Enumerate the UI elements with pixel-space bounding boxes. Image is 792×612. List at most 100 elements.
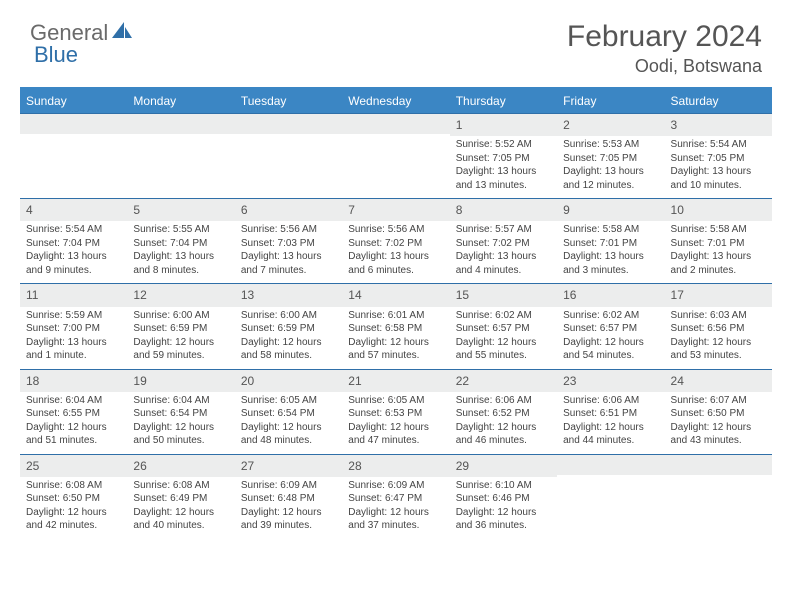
day-of-week-header: Friday (557, 88, 664, 113)
calendar-day-cell: 2Sunrise: 5:53 AMSunset: 7:05 PMDaylight… (557, 113, 664, 198)
calendar-day-cell: 8Sunrise: 5:57 AMSunset: 7:02 PMDaylight… (450, 198, 557, 283)
calendar-day-cell: 26Sunrise: 6:08 AMSunset: 6:49 PMDayligh… (127, 454, 234, 539)
empty-day-content (235, 134, 342, 192)
sunrise-line: Sunrise: 6:04 AM (26, 394, 121, 408)
sunrise-line: Sunrise: 6:05 AM (241, 394, 336, 408)
day-number: 2 (557, 113, 664, 136)
day-number: 5 (127, 198, 234, 221)
daylight-line: Daylight: 12 hours and 46 minutes. (456, 421, 551, 448)
empty-day-content (20, 134, 127, 192)
daylight-line: Daylight: 12 hours and 36 minutes. (456, 506, 551, 533)
calendar-day-cell: 23Sunrise: 6:06 AMSunset: 6:51 PMDayligh… (557, 369, 664, 454)
day-number: 29 (450, 454, 557, 477)
day-of-week-header: Saturday (665, 88, 772, 113)
sunset-line: Sunset: 7:01 PM (563, 237, 658, 251)
calendar-day-cell: 29Sunrise: 6:10 AMSunset: 6:46 PMDayligh… (450, 454, 557, 539)
day-content: Sunrise: 5:58 AMSunset: 7:01 PMDaylight:… (557, 221, 664, 283)
day-number: 7 (342, 198, 449, 221)
calendar-day-cell: 5Sunrise: 5:55 AMSunset: 7:04 PMDaylight… (127, 198, 234, 283)
day-content: Sunrise: 6:10 AMSunset: 6:46 PMDaylight:… (450, 477, 557, 539)
daylight-line: Daylight: 12 hours and 47 minutes. (348, 421, 443, 448)
sunset-line: Sunset: 6:58 PM (348, 322, 443, 336)
sunset-line: Sunset: 6:55 PM (26, 407, 121, 421)
calendar-empty-cell (557, 454, 664, 539)
brand-part2: Blue (34, 42, 78, 67)
calendar-day-cell: 10Sunrise: 5:58 AMSunset: 7:01 PMDayligh… (665, 198, 772, 283)
calendar-week-row: 1Sunrise: 5:52 AMSunset: 7:05 PMDaylight… (20, 113, 772, 198)
sunrise-line: Sunrise: 6:00 AM (133, 309, 228, 323)
month-title: February 2024 (567, 20, 762, 54)
day-content: Sunrise: 5:54 AMSunset: 7:04 PMDaylight:… (20, 221, 127, 283)
calendar-day-cell: 3Sunrise: 5:54 AMSunset: 7:05 PMDaylight… (665, 113, 772, 198)
calendar-empty-cell (665, 454, 772, 539)
empty-day-content (665, 475, 772, 533)
day-of-week-header: Thursday (450, 88, 557, 113)
sunrise-line: Sunrise: 6:01 AM (348, 309, 443, 323)
day-content: Sunrise: 6:04 AMSunset: 6:55 PMDaylight:… (20, 392, 127, 454)
daylight-line: Daylight: 13 hours and 4 minutes. (456, 250, 551, 277)
calendar-day-cell: 1Sunrise: 5:52 AMSunset: 7:05 PMDaylight… (450, 113, 557, 198)
day-content: Sunrise: 6:02 AMSunset: 6:57 PMDaylight:… (557, 307, 664, 369)
calendar-day-cell: 28Sunrise: 6:09 AMSunset: 6:47 PMDayligh… (342, 454, 449, 539)
day-content: Sunrise: 6:04 AMSunset: 6:54 PMDaylight:… (127, 392, 234, 454)
sunrise-line: Sunrise: 6:10 AM (456, 479, 551, 493)
daylight-line: Daylight: 12 hours and 40 minutes. (133, 506, 228, 533)
day-content: Sunrise: 5:54 AMSunset: 7:05 PMDaylight:… (665, 136, 772, 198)
daylight-line: Daylight: 13 hours and 13 minutes. (456, 165, 551, 192)
daylight-line: Daylight: 13 hours and 1 minute. (26, 336, 121, 363)
days-of-week-row: SundayMondayTuesdayWednesdayThursdayFrid… (20, 88, 772, 113)
sunrise-line: Sunrise: 6:09 AM (241, 479, 336, 493)
title-block: February 2024 Oodi, Botswana (567, 20, 762, 77)
calendar-day-cell: 24Sunrise: 6:07 AMSunset: 6:50 PMDayligh… (665, 369, 772, 454)
calendar-day-cell: 12Sunrise: 6:00 AMSunset: 6:59 PMDayligh… (127, 283, 234, 368)
day-content: Sunrise: 6:00 AMSunset: 6:59 PMDaylight:… (235, 307, 342, 369)
sunrise-line: Sunrise: 6:08 AM (133, 479, 228, 493)
day-number: 9 (557, 198, 664, 221)
empty-day-number (557, 454, 664, 475)
day-number: 12 (127, 283, 234, 306)
daylight-line: Daylight: 13 hours and 12 minutes. (563, 165, 658, 192)
calendar-empty-cell (127, 113, 234, 198)
sunrise-line: Sunrise: 5:57 AM (456, 223, 551, 237)
daylight-line: Daylight: 13 hours and 9 minutes. (26, 250, 121, 277)
day-number: 27 (235, 454, 342, 477)
daylight-line: Daylight: 13 hours and 2 minutes. (671, 250, 766, 277)
sunset-line: Sunset: 6:46 PM (456, 492, 551, 506)
calendar-day-cell: 21Sunrise: 6:05 AMSunset: 6:53 PMDayligh… (342, 369, 449, 454)
sunset-line: Sunset: 7:05 PM (456, 152, 551, 166)
day-content: Sunrise: 6:06 AMSunset: 6:52 PMDaylight:… (450, 392, 557, 454)
day-number: 6 (235, 198, 342, 221)
empty-day-content (342, 134, 449, 192)
day-number: 4 (20, 198, 127, 221)
sunset-line: Sunset: 6:49 PM (133, 492, 228, 506)
day-number: 20 (235, 369, 342, 392)
day-content: Sunrise: 6:06 AMSunset: 6:51 PMDaylight:… (557, 392, 664, 454)
sunset-line: Sunset: 6:59 PM (241, 322, 336, 336)
day-of-week-header: Wednesday (342, 88, 449, 113)
calendar-body: 1Sunrise: 5:52 AMSunset: 7:05 PMDaylight… (20, 113, 772, 539)
calendar-day-cell: 14Sunrise: 6:01 AMSunset: 6:58 PMDayligh… (342, 283, 449, 368)
sunset-line: Sunset: 7:05 PM (563, 152, 658, 166)
sunrise-line: Sunrise: 5:55 AM (133, 223, 228, 237)
sunset-line: Sunset: 6:51 PM (563, 407, 658, 421)
calendar-head: SundayMondayTuesdayWednesdayThursdayFrid… (20, 88, 772, 113)
sunrise-line: Sunrise: 6:04 AM (133, 394, 228, 408)
calendar-week-row: 25Sunrise: 6:08 AMSunset: 6:50 PMDayligh… (20, 454, 772, 539)
daylight-line: Daylight: 13 hours and 3 minutes. (563, 250, 658, 277)
day-content: Sunrise: 5:52 AMSunset: 7:05 PMDaylight:… (450, 136, 557, 198)
location: Oodi, Botswana (567, 56, 762, 77)
sunrise-line: Sunrise: 5:59 AM (26, 309, 121, 323)
calendar-day-cell: 20Sunrise: 6:05 AMSunset: 6:54 PMDayligh… (235, 369, 342, 454)
calendar-day-cell: 22Sunrise: 6:06 AMSunset: 6:52 PMDayligh… (450, 369, 557, 454)
daylight-line: Daylight: 12 hours and 39 minutes. (241, 506, 336, 533)
day-of-week-header: Sunday (20, 88, 127, 113)
sunrise-line: Sunrise: 5:58 AM (671, 223, 766, 237)
day-number: 16 (557, 283, 664, 306)
empty-day-number (235, 113, 342, 134)
sunrise-line: Sunrise: 6:00 AM (241, 309, 336, 323)
empty-day-content (127, 134, 234, 192)
calendar-day-cell: 17Sunrise: 6:03 AMSunset: 6:56 PMDayligh… (665, 283, 772, 368)
daylight-line: Daylight: 12 hours and 57 minutes. (348, 336, 443, 363)
daylight-line: Daylight: 12 hours and 42 minutes. (26, 506, 121, 533)
daylight-line: Daylight: 12 hours and 55 minutes. (456, 336, 551, 363)
